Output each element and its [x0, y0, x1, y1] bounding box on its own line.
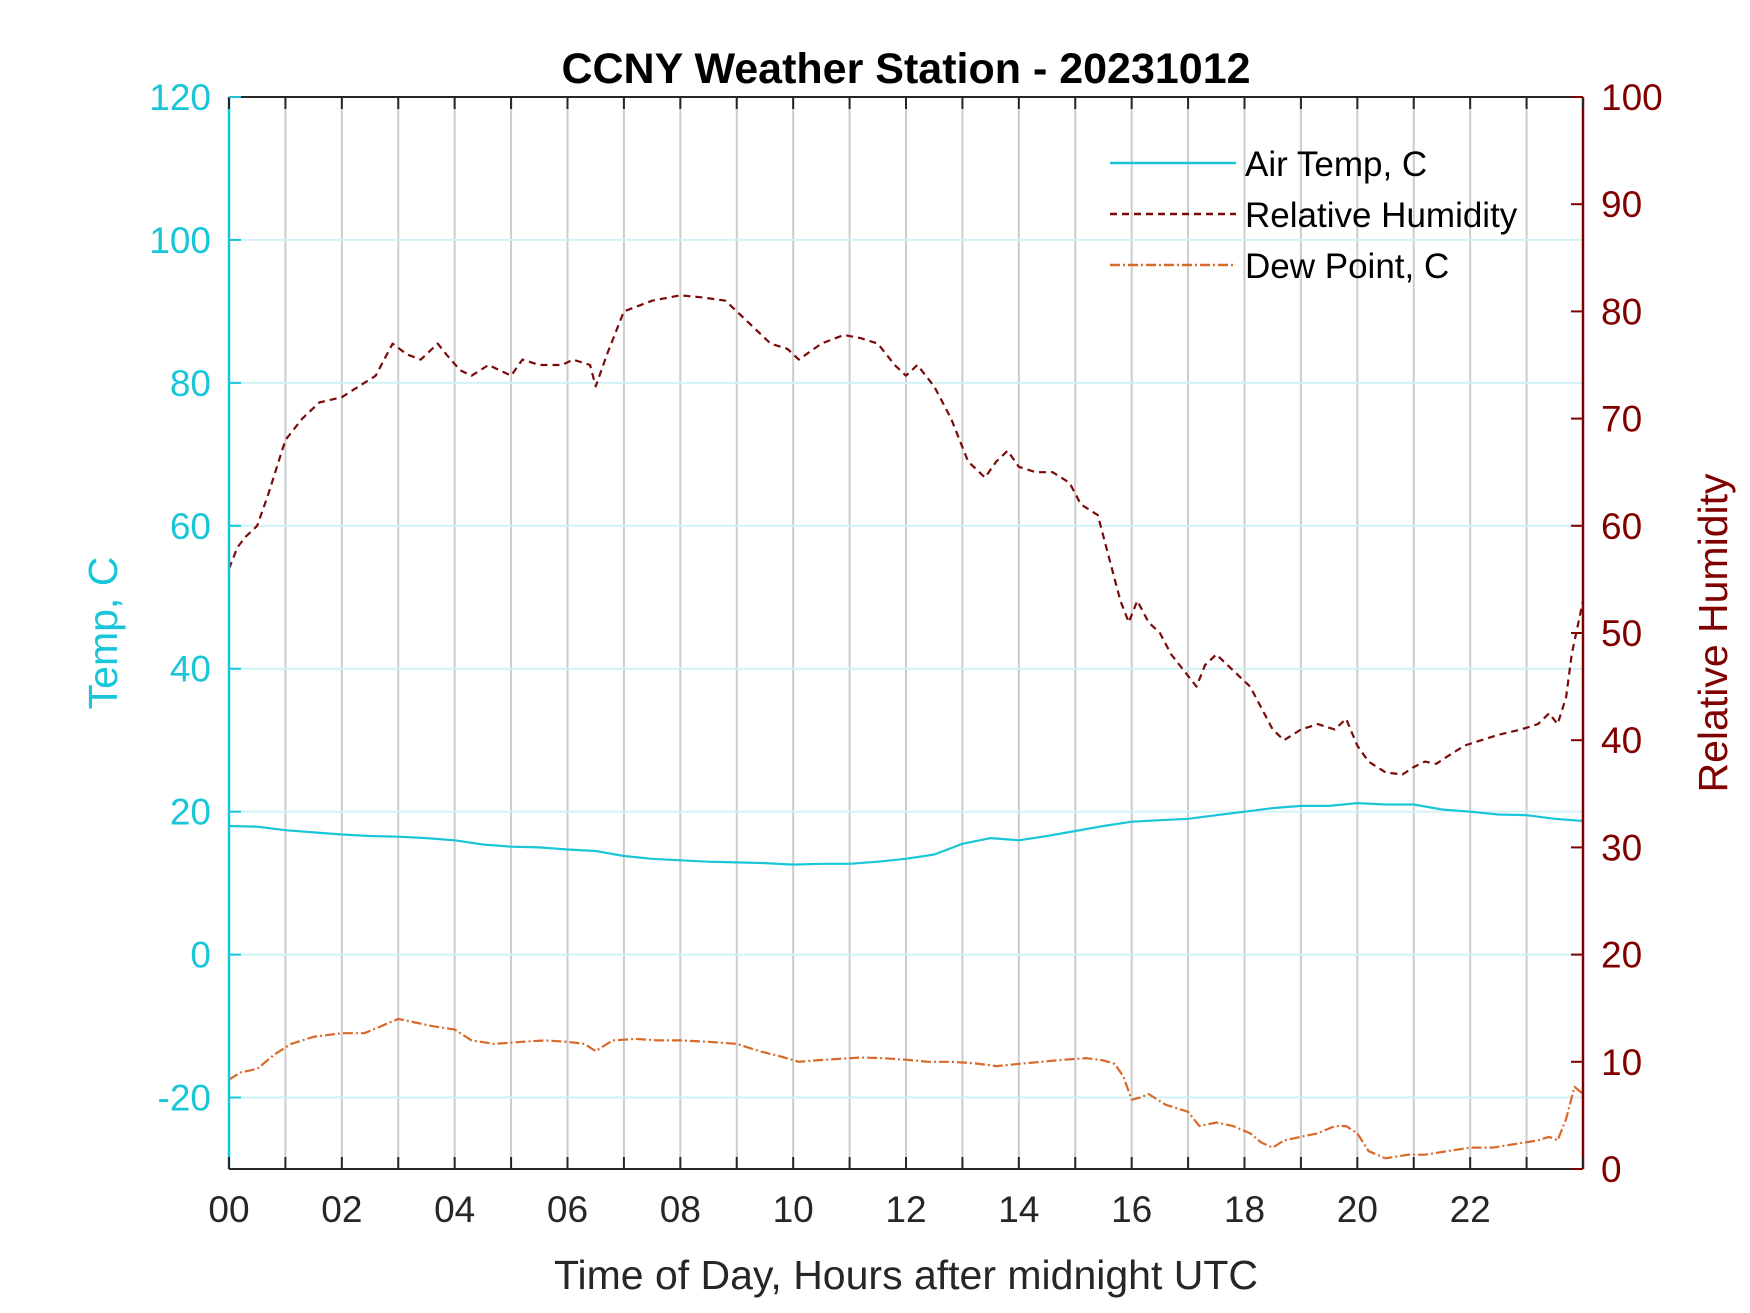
x-tick-label: 14	[998, 1189, 1039, 1230]
y-left-tick-label: -20	[158, 1078, 211, 1119]
y-right-tick-label: 20	[1601, 935, 1642, 976]
y-left-tick-label: 120	[149, 77, 211, 118]
y-right-tick-label: 30	[1601, 827, 1642, 868]
series-layer	[227, 294, 1585, 1160]
legend-label-dew-point: Dew Point, C	[1245, 247, 1449, 286]
y-left-tick-label: 60	[170, 506, 211, 547]
x-tick-label: 00	[208, 1189, 249, 1230]
y-right-tick-label: 10	[1601, 1042, 1642, 1083]
y-right-tick-label: 0	[1601, 1149, 1622, 1190]
legend-label-humidity: Relative Humidity	[1245, 196, 1518, 235]
grid-layer	[229, 97, 1583, 1169]
y-axis-left-label: Temp, C	[80, 557, 126, 710]
x-tick-label: 10	[773, 1189, 814, 1230]
axes-layer: 00 02 04 06 08 10 12 14 16 18 20 22-200204060801001…	[149, 77, 1662, 1230]
y-left-tick-label: 80	[170, 363, 211, 404]
y-left-tick-label: 40	[170, 649, 211, 690]
legend-label-air-temp: Air Temp, C	[1245, 145, 1427, 184]
chart-title: CCNY Weather Station - 20231012	[561, 45, 1250, 93]
y-right-tick-label: 90	[1601, 184, 1642, 225]
legend: Air Temp, C Relative Humidity Dew Point,…	[1110, 145, 1518, 286]
y-right-tick-label: 80	[1601, 291, 1642, 332]
x-tick-label: 02	[321, 1189, 362, 1230]
x-tick-label: 20	[1337, 1189, 1378, 1230]
air-temp-line	[228, 801, 1584, 866]
y-right-tick-label: 40	[1601, 720, 1642, 761]
dew-point-line	[228, 1017, 1584, 1160]
x-tick-label: 16	[1111, 1189, 1152, 1230]
x-tick-label: 18	[1224, 1189, 1265, 1230]
y-axis-right-label: Relative Humidity	[1690, 473, 1736, 792]
x-axis-label: Time of Day, Hours after midnight UTC	[554, 1252, 1258, 1298]
y-right-tick-label: 100	[1601, 77, 1663, 118]
x-tick-label: 08	[660, 1189, 701, 1230]
relative-humidity-line	[227, 294, 1585, 776]
y-right-tick-label: 50	[1601, 613, 1642, 654]
x-tick-label: 12	[885, 1189, 926, 1230]
y-left-tick-label: 100	[149, 220, 211, 261]
x-tick-label: 04	[434, 1189, 475, 1230]
y-left-tick-label: 0	[190, 935, 211, 976]
x-tick-label: 06	[547, 1189, 588, 1230]
y-right-tick-label: 70	[1601, 399, 1642, 440]
y-right-tick-label: 60	[1601, 506, 1642, 547]
x-tick-label: 22	[1450, 1189, 1491, 1230]
y-left-tick-label: 20	[170, 792, 211, 833]
